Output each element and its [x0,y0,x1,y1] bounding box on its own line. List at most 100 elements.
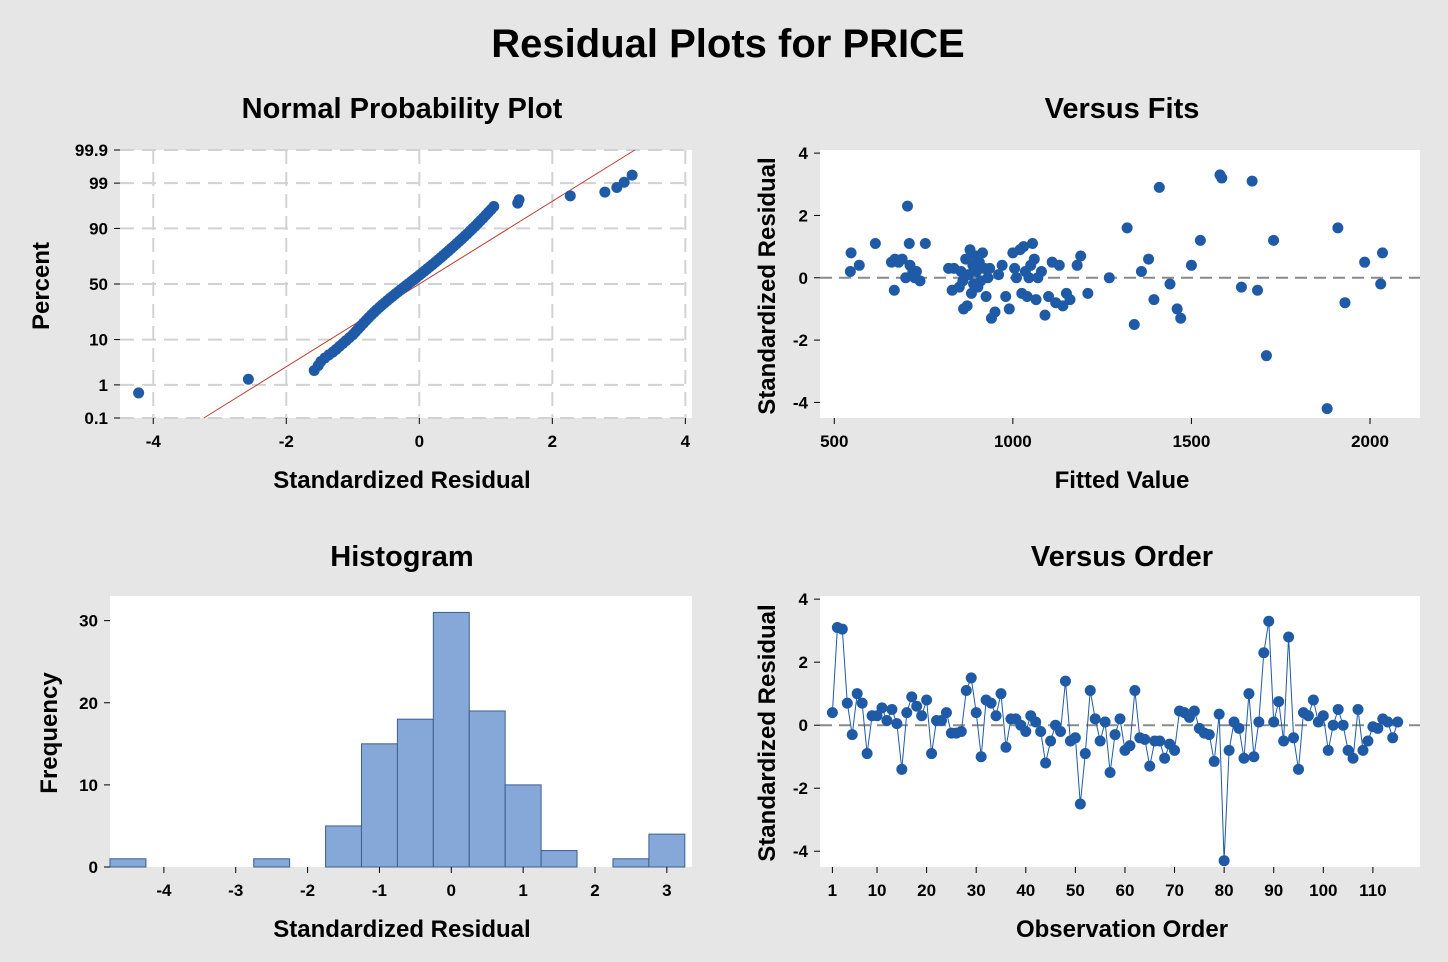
data-point [1223,744,1235,756]
data-point [1109,729,1121,741]
tick-label: 1000 [994,432,1032,451]
tick-label: 40 [1016,881,1035,900]
data-point [1203,729,1215,741]
data-point [1082,287,1094,299]
data-point [910,266,922,278]
data-point [1362,735,1374,747]
data-point [876,702,888,714]
panel-title: Versus Order [1031,541,1213,573]
data-point [1253,716,1265,728]
data-point [1144,760,1156,772]
data-point [836,623,848,635]
data-point [935,714,947,726]
data-point [989,306,1001,318]
data-point [1054,726,1066,737]
tick-label: 10 [868,881,887,900]
data-point [906,691,918,703]
histogram-bar [648,833,686,868]
tick-label: 0 [447,881,456,900]
data-point [888,284,900,296]
data-point [1258,647,1270,659]
data-point [133,387,145,399]
data-point [1248,751,1260,763]
data-point [1252,284,1263,296]
data-point [1045,735,1057,747]
data-point [1129,685,1141,697]
panel-title: Normal Probability Plot [242,93,563,125]
tick-label: -4 [146,432,162,451]
data-point [1243,688,1255,700]
tick-label: 10 [89,331,108,350]
data-point [1021,290,1033,302]
data-point [990,710,1002,722]
data-point [960,253,972,265]
data-point [1382,716,1394,728]
tick-label: 0 [89,858,98,877]
histogram-plot: Histogram -4 -3 -2 -1 0 1 2 3 0 10 20 30 Standardi… [36,541,692,943]
tick-label: 4 [681,432,691,451]
data-point [1159,752,1171,764]
data-point [488,201,500,213]
data-point [853,259,865,271]
data-point [961,300,973,312]
y-axis-ticks: -4 -2 0 2 4 [793,144,820,412]
data-point [1035,726,1047,737]
data-point [1039,309,1051,321]
data-point [1040,757,1052,769]
tick-label: 20 [917,881,936,900]
tick-label: -4 [156,881,172,900]
data-point [1357,744,1369,756]
tick-label: 90 [89,219,108,238]
tick-label: 2 [590,881,599,900]
data-point [1317,710,1329,722]
data-point [1359,256,1371,268]
tick-label: 99 [89,174,108,193]
data-point [995,688,1007,700]
data-point [1075,250,1087,262]
x-axis-ticks: -4 -2 0 2 4 [146,418,691,451]
data-point [1307,694,1319,706]
tick-label: 80 [1215,881,1234,900]
x-axis-label: Fitted Value [1055,467,1190,494]
data-point [985,697,997,709]
y-axis-label: Standardized Residual [754,157,781,414]
plot-area [820,596,1420,867]
data-point [916,710,928,722]
data-point [1020,726,1032,737]
data-point [1171,303,1183,315]
data-point [993,269,1005,281]
data-point [1064,294,1076,306]
data-point [1213,708,1225,720]
data-point [826,707,838,719]
data-point [900,272,912,284]
panel-title: Histogram [330,541,473,573]
tick-label: 60 [1115,881,1134,900]
data-point [1148,294,1160,306]
data-point [1188,705,1200,717]
data-point [1263,615,1275,627]
histogram-bar [468,710,506,868]
data-point [1246,175,1258,187]
figure-title: Residual Plots for PRICE [491,22,964,66]
data-point [1128,319,1140,331]
data-point [1154,735,1166,747]
data-point [975,751,987,763]
data-point [1114,713,1126,725]
data-point [599,186,611,198]
x-axis-ticks: 500 1000 1500 2000 [820,418,1389,451]
tick-label: 3 [662,881,671,900]
data-point [1169,744,1181,756]
data-point [1069,732,1081,744]
data-point [1293,763,1305,775]
tick-label: 70 [1165,881,1184,900]
x-axis-label: Standardized Residual [273,467,530,494]
data-point [1023,272,1035,284]
data-point [896,253,908,265]
data-point [1084,685,1096,697]
data-point [940,707,952,719]
data-point [902,200,913,212]
data-point [1003,303,1015,315]
data-point [1278,735,1290,747]
tick-label: 4 [799,144,809,163]
data-point [1164,278,1176,290]
